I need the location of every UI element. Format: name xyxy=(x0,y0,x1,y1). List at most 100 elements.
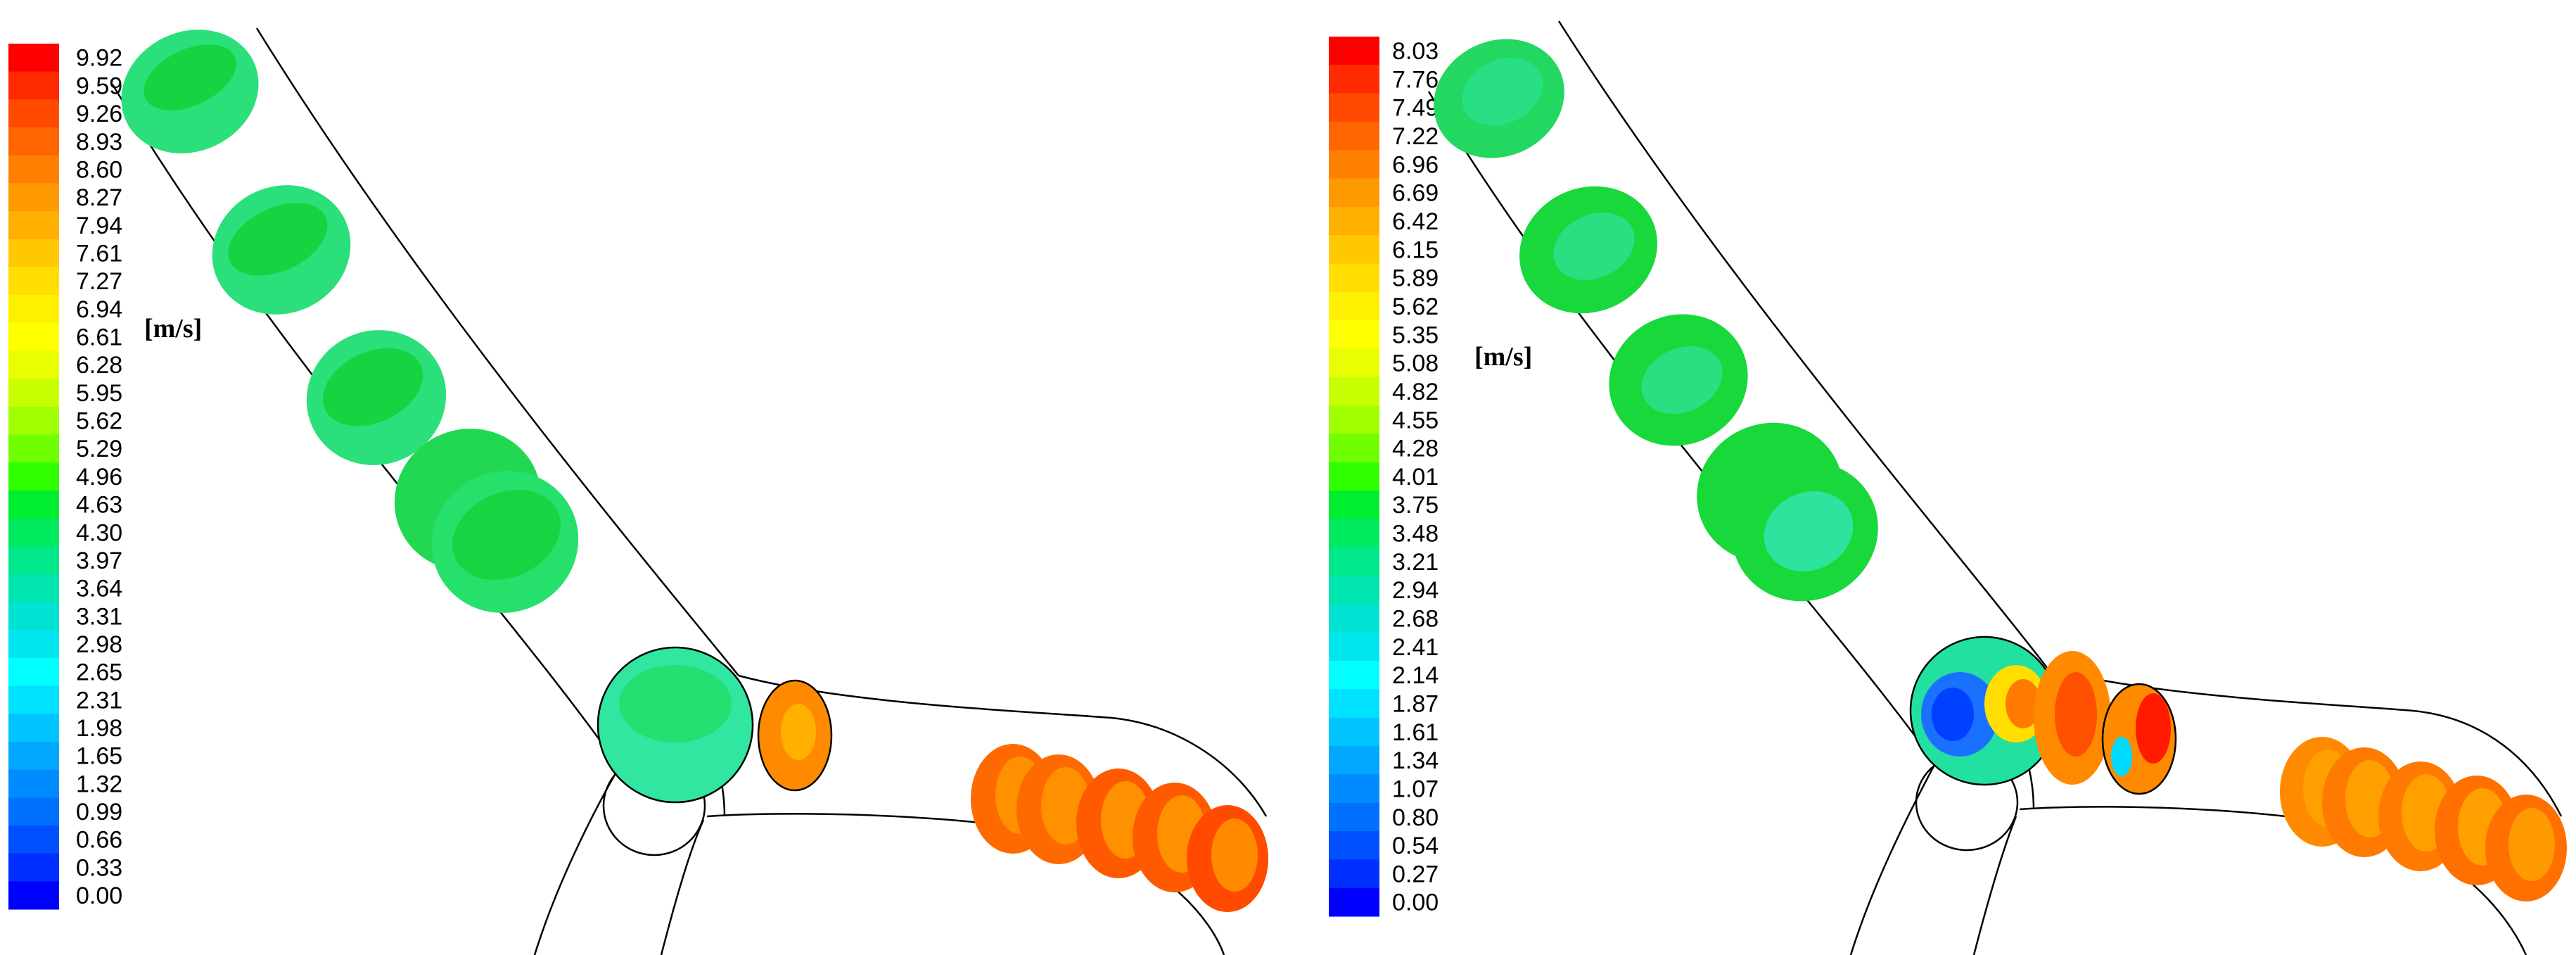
left-colorbar-segment xyxy=(8,267,59,296)
right-colorbar-tick-label: 3.75 xyxy=(1392,492,1439,519)
left-colorbar-segment xyxy=(8,295,59,324)
left-pipe-walls xyxy=(111,27,1268,955)
left-colorbar-tick-label: 9.26 xyxy=(76,101,122,127)
left-upper-pipe-inner-wall xyxy=(111,84,620,768)
right-upper-pipe-inner-wall xyxy=(1427,91,1937,764)
left-colorbar-segment xyxy=(8,657,59,687)
left-colorbar-tick-label: 2.98 xyxy=(76,631,122,658)
right-colorbar-segment xyxy=(1329,65,1379,94)
right-colorbar-segment xyxy=(1329,320,1379,350)
left-colorbar-tick-label: 4.96 xyxy=(76,464,122,491)
left-colorbar-tick-label: 0.00 xyxy=(76,883,122,909)
left-panel: 9.92 9.59 9.26 8.93 8.60 8.27 7.94 7.61 7.27 6.94… xyxy=(8,27,1268,955)
left-colorbar-segment xyxy=(8,406,59,435)
left-colorbar-segment xyxy=(8,490,59,519)
right-panel: 8.03 7.76 7.49 7.22 6.96 6.69 6.42 6.15 5.89 5.62… xyxy=(1288,0,2576,955)
left-colorbar-tick-label: 5.95 xyxy=(76,380,122,407)
left-colorbar-tick-label: 2.31 xyxy=(76,687,122,714)
right-colorbar-tick-label: 7.22 xyxy=(1392,123,1439,150)
left-colorbar-tick-label: 7.94 xyxy=(76,213,122,239)
right-colorbar-segment xyxy=(1329,405,1379,435)
left-colorbar-tick-label: 6.94 xyxy=(76,296,122,323)
right-unit-label: [m/s] xyxy=(1474,342,1533,372)
left-colorbar-tick-label: 7.27 xyxy=(76,268,122,295)
right-colorbar-segment xyxy=(1329,802,1379,832)
right-colorbar-tick-label: 0.00 xyxy=(1392,890,1439,916)
right-colorbar-tick-label: 2.94 xyxy=(1392,577,1439,604)
right-upper-pipe-outer-wall xyxy=(1557,20,2048,669)
left-lower-pipe-right-wall xyxy=(660,819,705,955)
right-colorbar-segment xyxy=(1329,519,1379,548)
left-colorbar-tick-label: 0.99 xyxy=(76,799,122,826)
left-colorbar-segment xyxy=(8,71,59,100)
right-colorbar-segment xyxy=(1329,121,1379,151)
left-colorbar-tick-label: 7.61 xyxy=(76,240,122,267)
left-colorbar-tick-label: 8.93 xyxy=(76,129,122,156)
left-lower-pipe-left-wall xyxy=(533,766,620,955)
right-colorbar-tick-label: 2.68 xyxy=(1392,606,1439,633)
right-lower-pipe-right-wall xyxy=(1972,816,2017,955)
left-colorbar-tick-label: 6.61 xyxy=(76,324,122,351)
right-colorbar-segment xyxy=(1329,434,1379,463)
right-colorbar-segment xyxy=(1329,831,1379,860)
left-colorbar-segment xyxy=(8,518,59,547)
right-colorbar-tick-label: 5.35 xyxy=(1392,322,1439,348)
right-colorbar-segment xyxy=(1329,604,1379,633)
left-colorbar-segment xyxy=(8,155,59,184)
right-colorbar-segment xyxy=(1329,291,1379,321)
right-colorbar-tick-label: 8.03 xyxy=(1392,38,1439,65)
left-colorbar-tick-label: 2.65 xyxy=(76,659,122,686)
left-colorbar-tick-label: 1.65 xyxy=(76,743,122,770)
right-colorbar-segment xyxy=(1329,887,1379,917)
right-colorbar-tick-label: 4.55 xyxy=(1392,407,1439,434)
left-colorbar-segment xyxy=(8,630,59,659)
right-colorbar-segment xyxy=(1329,206,1379,236)
right-colorbar-tick-label: 6.15 xyxy=(1392,236,1439,263)
left-upper-pipe-outer-wall xyxy=(255,27,739,676)
right-colorbar-segment xyxy=(1329,178,1379,208)
left-colorbar-segment xyxy=(8,714,59,742)
right-colorbar-tick-label: 3.48 xyxy=(1392,521,1439,548)
left-colorbar-segment xyxy=(8,685,59,714)
left-colorbar-tick-label: 3.64 xyxy=(76,576,122,602)
right-colorbar-tick-label: 4.28 xyxy=(1392,436,1439,462)
right-colorbar-tick-label: 1.34 xyxy=(1392,747,1439,774)
right-colorbar-tick-label: 7.76 xyxy=(1392,66,1439,93)
right-colorbar-tick-label: 4.82 xyxy=(1392,379,1439,405)
right-colorbar-tick-label: 2.14 xyxy=(1392,662,1439,689)
left-branch-upper-wall xyxy=(738,674,1268,817)
right-colorbar-segment xyxy=(1329,576,1379,605)
right-colorbar-tick-label: 4.01 xyxy=(1392,464,1439,491)
right-colorbar-tick-label: 7.49 xyxy=(1392,95,1439,122)
left-colorbar-segment xyxy=(8,853,59,882)
right-colorbar-segment xyxy=(1329,348,1379,378)
right-colorbar-tick-label: 0.54 xyxy=(1392,833,1439,859)
left-colorbar-tick-label: 3.31 xyxy=(76,603,122,630)
right-colorbar-segment xyxy=(1329,377,1379,406)
left-colorbar-segment xyxy=(8,602,59,631)
left-unit-label: [m/s] xyxy=(144,314,203,343)
left-colorbar-segment xyxy=(8,44,59,72)
right-colorbar-segment xyxy=(1329,774,1379,804)
right-colorbar-segment xyxy=(1329,37,1379,65)
right-colorbar: 8.037.767.497.226.966.696.426.155.895.62… xyxy=(1329,37,1439,917)
right-colorbar-tick-label: 0.27 xyxy=(1392,861,1439,887)
right-colorbar-tick-label: 5.62 xyxy=(1392,293,1439,320)
left-colorbar-tick-label: 5.62 xyxy=(76,408,122,435)
left-colorbar-segment xyxy=(8,239,59,267)
right-colorbar-tick-label: 1.87 xyxy=(1392,690,1439,717)
left-colorbar-segment xyxy=(8,183,59,212)
right-colorbar-segment xyxy=(1329,689,1379,719)
left-colorbar-tick-label: 9.59 xyxy=(76,72,122,99)
left-colorbar-tick-label: 8.60 xyxy=(76,156,122,183)
left-colorbar-segment xyxy=(8,462,59,491)
left-colorbar-segment xyxy=(8,350,59,379)
right-colorbar-tick-label: 6.69 xyxy=(1392,180,1439,207)
right-colorbar-segment xyxy=(1329,263,1379,293)
left-colorbar-segment xyxy=(8,211,59,240)
left-colorbar-segment xyxy=(8,574,59,603)
left-colorbar-segment xyxy=(8,825,59,854)
left-colorbar-tick-label: 8.27 xyxy=(76,184,122,211)
left-colorbar-segment xyxy=(8,127,59,156)
left-colorbar-tick-label: 4.63 xyxy=(76,492,122,519)
